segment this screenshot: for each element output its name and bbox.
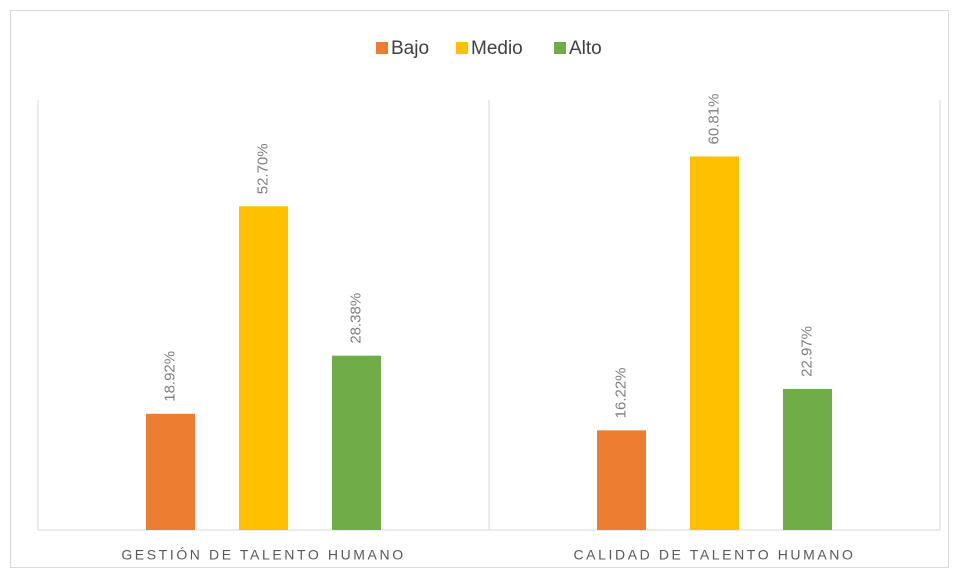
data-label: 28.38% xyxy=(347,293,364,344)
legend-swatch xyxy=(456,42,468,54)
legend-label: Medio xyxy=(471,38,523,59)
data-label: 16.22% xyxy=(612,367,629,418)
x-tick-label: GESTIÓN DE TALENTO HUMANO xyxy=(121,547,405,563)
bar xyxy=(783,388,832,530)
bar xyxy=(332,355,381,530)
bar xyxy=(690,156,739,530)
legend-label: Bajo xyxy=(391,38,429,59)
bar xyxy=(597,430,646,530)
data-label: 60.81% xyxy=(705,94,722,145)
bar xyxy=(239,206,288,530)
data-label: 18.92% xyxy=(161,351,178,402)
bar xyxy=(146,413,195,530)
legend-swatch xyxy=(554,42,566,54)
x-tick-label: CALIDAD DE TALENTO HUMANO xyxy=(573,547,855,563)
data-label: 22.97% xyxy=(798,326,815,377)
legend-swatch xyxy=(376,42,388,54)
legend-label: Alto xyxy=(569,38,602,59)
data-label: 52.70% xyxy=(254,143,271,194)
